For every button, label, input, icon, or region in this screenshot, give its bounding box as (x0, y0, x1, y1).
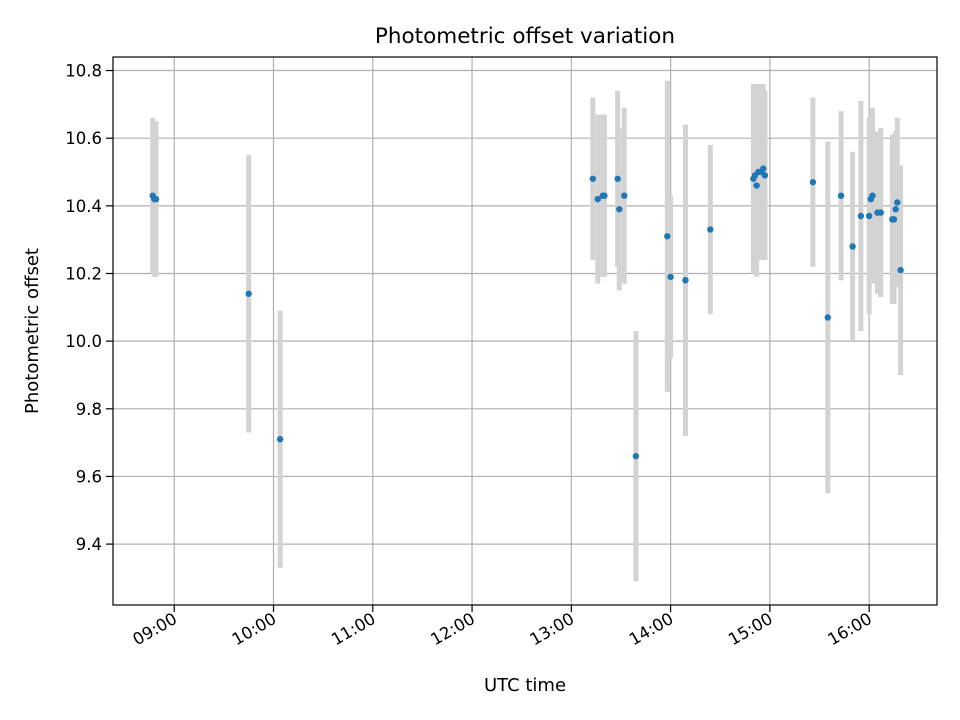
data-point (614, 175, 621, 182)
data-point (892, 206, 899, 213)
y-tick-label: 10.2 (65, 264, 102, 283)
y-tick-label: 9.4 (76, 535, 102, 554)
data-point (664, 233, 671, 240)
data-point (837, 192, 845, 199)
data-point (621, 192, 628, 199)
data-point (707, 226, 714, 233)
data-point (589, 175, 597, 182)
x-axis-label: UTC time (484, 675, 566, 696)
data-point (824, 314, 831, 321)
y-tick-label: 10.4 (65, 197, 102, 216)
data-point (594, 195, 602, 203)
data-point (809, 178, 817, 186)
plot-frame (112, 56, 938, 606)
y-tick-label: 10.6 (65, 129, 102, 148)
data-point (890, 216, 898, 223)
y-tick-label: 9.8 (76, 400, 102, 419)
data-point (849, 243, 856, 250)
data-point (616, 206, 623, 213)
data-point (869, 192, 876, 199)
data-points (149, 165, 904, 460)
chart-title: Photometric offset variation (375, 24, 675, 49)
data-point (276, 436, 284, 443)
y-axis-ticks: 9.4 9.6 9.8 10.0 10.2 10.4 10.6 10.8 (65, 62, 113, 554)
data-point (682, 277, 689, 284)
y-axis-label: Photometric offset (22, 248, 43, 414)
data-point (857, 212, 865, 220)
data-point (601, 192, 608, 199)
data-point (760, 165, 767, 172)
data-point (753, 182, 760, 189)
y-tick-label: 10.8 (65, 62, 102, 81)
data-point (877, 209, 884, 216)
data-point (667, 273, 674, 281)
y-tick-label: 10.0 (65, 332, 102, 351)
data-point (761, 172, 769, 179)
data-point (632, 452, 640, 460)
data-point (897, 266, 904, 274)
data-point (245, 290, 252, 297)
data-point (865, 212, 873, 220)
y-tick-label: 9.6 (76, 467, 102, 486)
data-point (894, 199, 901, 206)
data-point (152, 195, 160, 203)
